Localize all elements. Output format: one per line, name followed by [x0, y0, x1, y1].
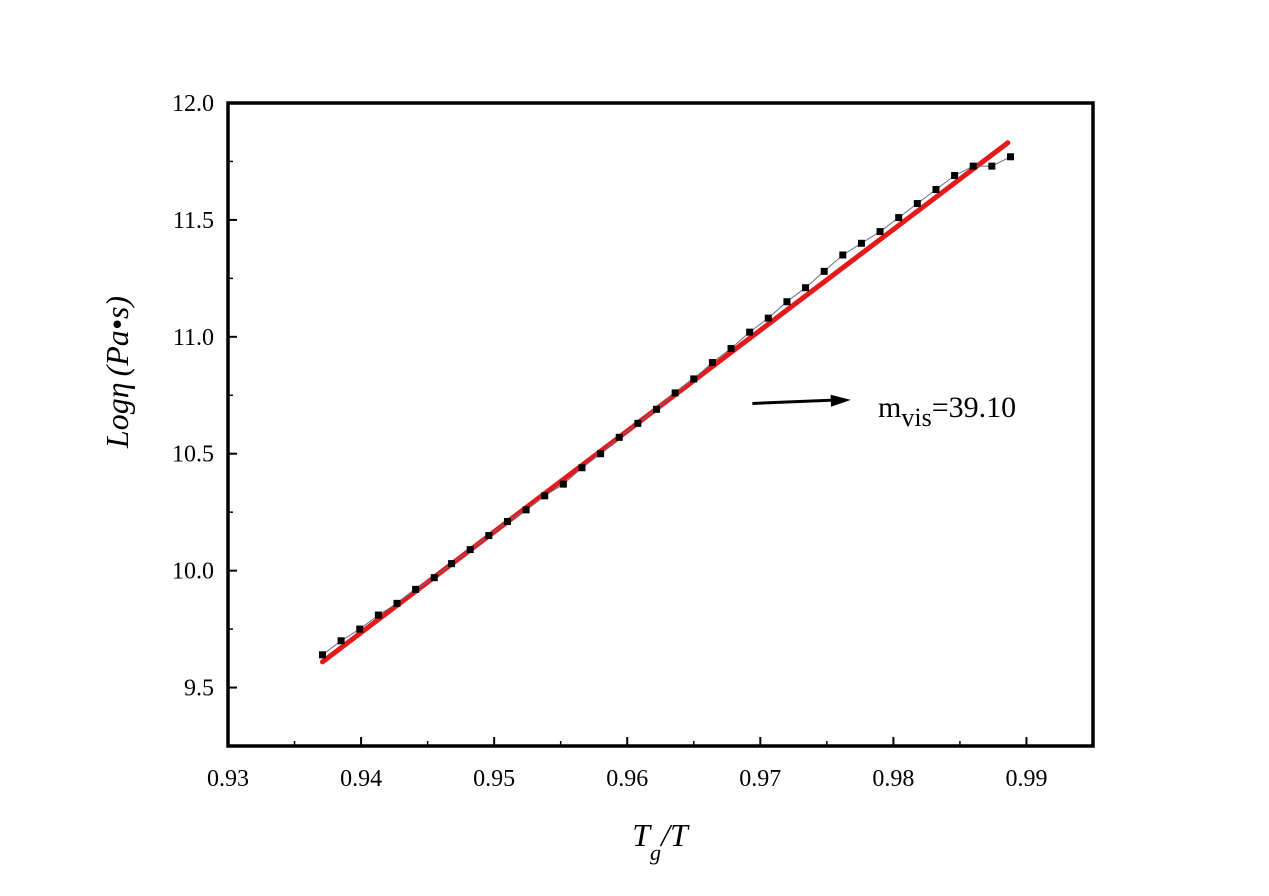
data-point — [448, 560, 456, 568]
data-point — [430, 574, 438, 582]
data-point — [857, 239, 865, 247]
data-point — [634, 419, 642, 427]
annotation-sub: vis — [901, 403, 931, 432]
x-tick-label: 0.93 — [207, 766, 249, 792]
x-axis-title-main: T — [632, 817, 652, 853]
data-point — [876, 228, 884, 236]
data-point — [597, 450, 605, 458]
data-point — [783, 298, 791, 306]
data-point — [522, 506, 530, 514]
y-axis: 9.5 10.0 10.5 11.0 11.5 12.0 — [172, 91, 237, 747]
data-point — [839, 251, 847, 259]
x-tick-label: 0.99 — [1005, 766, 1047, 792]
annotation-arrow-shaft — [752, 398, 837, 405]
y-tick-label: 11.0 — [173, 325, 214, 351]
data-point — [895, 214, 903, 222]
data-point — [764, 314, 772, 322]
data-point — [615, 433, 623, 441]
data-point — [913, 200, 921, 208]
data-point — [318, 651, 326, 659]
data-point — [951, 171, 959, 179]
data-point — [932, 186, 940, 194]
data-point — [802, 284, 810, 292]
data-point — [653, 405, 661, 413]
y-tick-label: 9.5 — [184, 676, 214, 702]
data-point — [671, 389, 679, 397]
x-axis: 0.93 0.94 0.95 0.96 0.97 0.98 0.99 — [207, 737, 1047, 792]
annotation-arrow-head — [830, 394, 851, 407]
x-tick-label: 0.96 — [606, 766, 648, 792]
x-axis-title: Tg/T — [632, 817, 690, 865]
y-tick-label: 12.0 — [172, 91, 214, 117]
y-axis-title-paren: (Pa•s) — [99, 296, 135, 377]
y-tick-label: 10.5 — [172, 442, 214, 468]
data-point — [559, 480, 567, 488]
annotation-rest: =39.10 — [932, 391, 1016, 424]
y-axis-title-main: Log — [99, 398, 135, 449]
data-point — [503, 518, 511, 526]
x-tick-label: 0.98 — [872, 766, 914, 792]
y-axis-title-greek: η — [99, 382, 135, 398]
data-point — [690, 375, 698, 383]
annotation-main: m — [878, 391, 901, 424]
data-point — [466, 546, 474, 554]
data-point — [746, 328, 754, 336]
data-point — [412, 585, 420, 593]
data-point — [374, 611, 382, 619]
y-tick-label: 11.5 — [173, 208, 214, 234]
data-point — [820, 267, 828, 275]
plot-frame — [226, 101, 1095, 748]
data-point — [969, 162, 977, 170]
annotation — [752, 394, 851, 407]
x-axis-title-sub: g — [650, 840, 661, 865]
data-point — [578, 464, 586, 472]
data-point — [541, 492, 549, 500]
data-point — [708, 359, 716, 367]
x-axis-title-rest: /T — [659, 817, 690, 853]
data-point — [727, 345, 735, 353]
y-axis-title: Logη (Pa•s) — [99, 296, 135, 449]
y-tick-label: 10.0 — [172, 559, 214, 585]
data-point — [988, 162, 996, 170]
x-tick-label: 0.94 — [340, 766, 382, 792]
x-tick-label: 0.95 — [473, 766, 515, 792]
data-point — [393, 599, 401, 607]
data-point — [485, 532, 493, 540]
data-point — [337, 637, 345, 645]
data-point — [1006, 153, 1014, 161]
annotation-label: mvis=39.10 — [878, 391, 1016, 432]
x-tick-label: 0.97 — [739, 766, 781, 792]
data-points — [318, 153, 1014, 659]
data-point — [356, 625, 364, 633]
